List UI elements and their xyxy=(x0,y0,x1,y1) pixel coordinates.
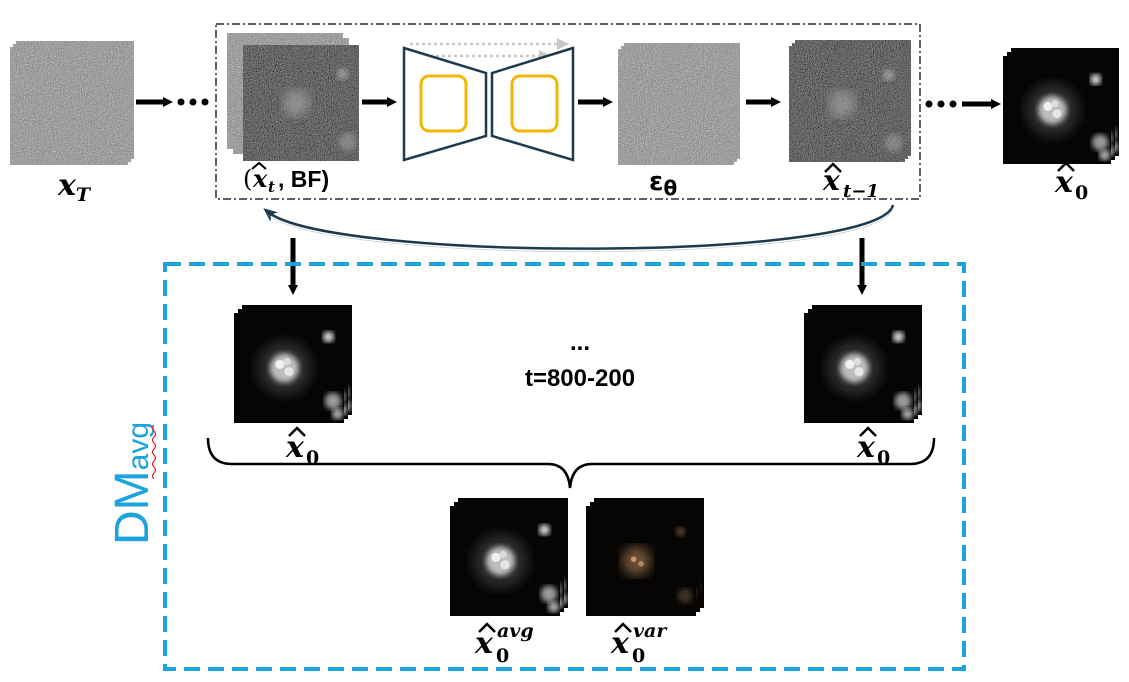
label-eps-theta: εθ xyxy=(649,167,677,200)
ellipsis-dots-left xyxy=(177,98,209,106)
svg-text:x: x xyxy=(822,164,840,197)
ellipsis-dots-right xyxy=(925,100,957,108)
denoise-step-frame xyxy=(215,23,921,200)
label-x0-final: x 0 xyxy=(1054,161,1088,204)
label-x0-left: x 0 xyxy=(285,426,319,469)
svg-text:x: x xyxy=(474,626,494,661)
svg-text:0: 0 xyxy=(496,645,509,667)
svg-text:0: 0 xyxy=(306,447,319,469)
x0-right-image-stack xyxy=(804,305,922,423)
svg-text:x: x xyxy=(610,626,630,661)
label-mid-dots: ... xyxy=(570,329,590,356)
label-x0-var: x 0 var xyxy=(610,620,668,667)
svg-text:avg: avg xyxy=(497,620,534,642)
svg-text:x: x xyxy=(285,430,305,465)
x0-final-image-stack xyxy=(1003,48,1119,164)
x0-avg-image-stack xyxy=(450,498,568,616)
svg-text:DMavg: DMavg xyxy=(106,422,159,545)
unet-block xyxy=(402,38,575,162)
label-x0-right: x 0 xyxy=(856,426,890,469)
x0-left-image-stack xyxy=(234,305,352,423)
svg-text:x: x xyxy=(856,430,876,465)
label-t-range: t=800-200 xyxy=(525,365,635,392)
label-xT: xT xyxy=(57,168,92,206)
x0-var-image-stack xyxy=(586,498,704,616)
svg-text:, BF): , BF) xyxy=(278,166,329,192)
iteration-loop-arrow xyxy=(263,204,895,250)
input-pair-stack xyxy=(227,33,359,161)
svg-text:x: x xyxy=(252,164,268,193)
svg-text:t: t xyxy=(268,178,275,196)
label-dm-avg: DMavg xyxy=(106,422,159,545)
eps-image-stack xyxy=(618,43,740,165)
label-input-pair: ( x t , BF) xyxy=(243,161,329,196)
xt1-image-stack xyxy=(789,40,911,162)
svg-text:0: 0 xyxy=(877,447,890,469)
dm-avg-box xyxy=(163,262,966,671)
svg-text:var: var xyxy=(633,620,668,642)
svg-text:0: 0 xyxy=(1075,182,1088,204)
svg-text:0: 0 xyxy=(632,645,645,667)
svg-text:(: ( xyxy=(243,165,252,193)
averaging-brace xyxy=(206,437,936,489)
svg-text:x: x xyxy=(1054,165,1074,200)
label-xt-minus-1: x t−1 xyxy=(822,162,879,202)
xT-image-stack xyxy=(10,41,134,165)
label-x0-avg: x 0 avg xyxy=(474,620,534,667)
svg-text:t−1: t−1 xyxy=(843,181,879,202)
